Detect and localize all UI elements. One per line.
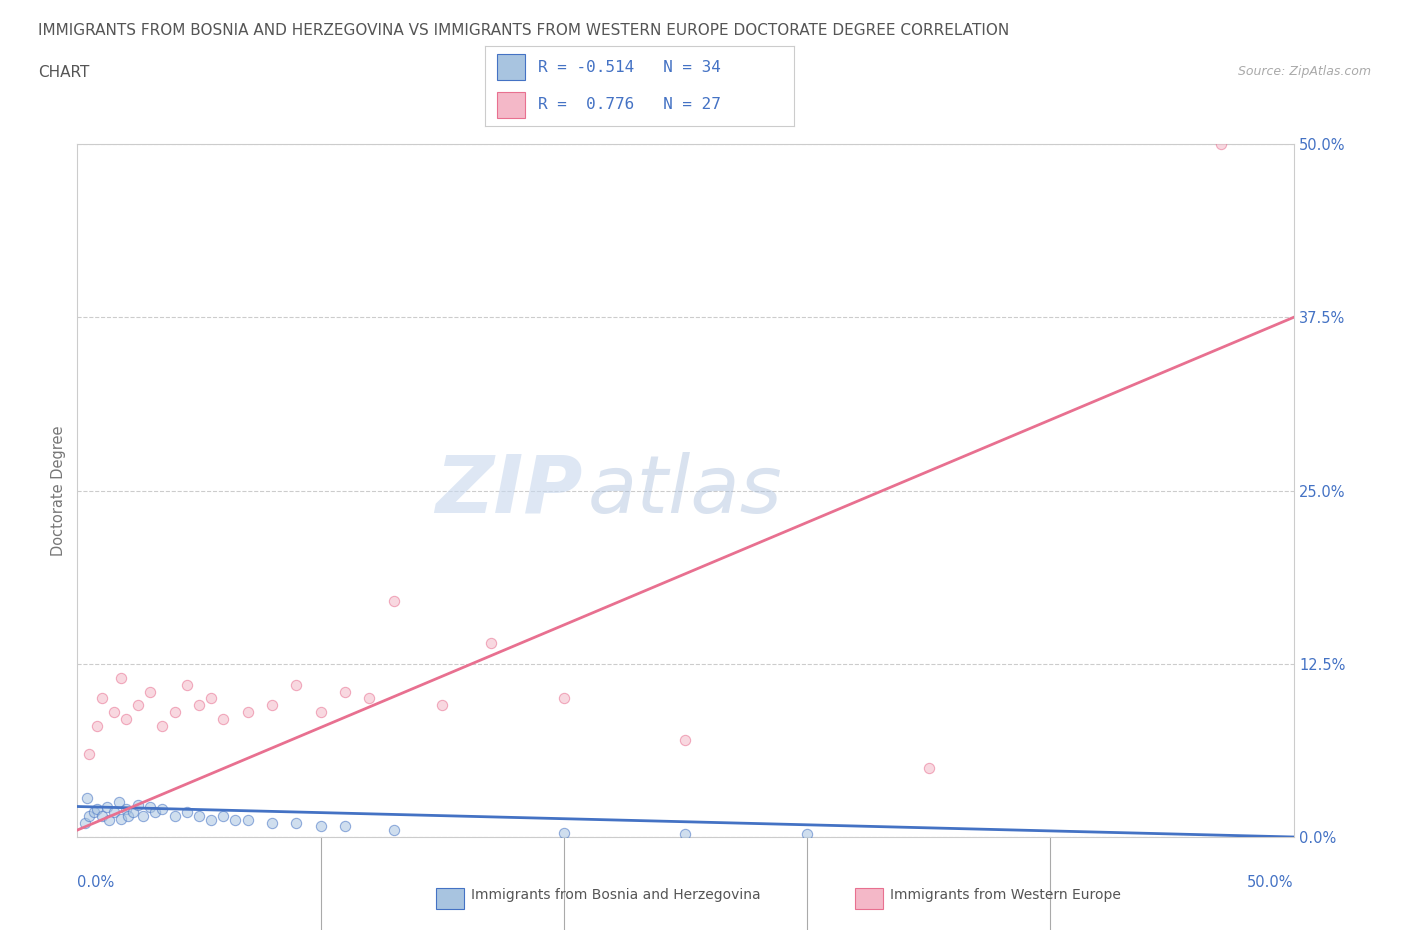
Point	[796, 827, 818, 842]
Point	[97, 813, 120, 828]
Point	[110, 812, 132, 827]
Point	[132, 809, 155, 824]
Y-axis label: Doctorate Degree: Doctorate Degree	[51, 425, 66, 556]
Point	[163, 705, 186, 720]
Point	[103, 804, 125, 819]
Point	[79, 809, 101, 824]
Point	[553, 691, 575, 706]
Point	[188, 698, 211, 712]
Point	[76, 790, 98, 805]
Point	[285, 677, 308, 692]
Point	[1209, 137, 1232, 152]
Point	[73, 816, 96, 830]
Text: Source: ZipAtlas.com: Source: ZipAtlas.com	[1237, 65, 1371, 78]
Point	[107, 795, 129, 810]
Point	[212, 711, 235, 726]
Point	[86, 719, 108, 734]
Text: 50.0%: 50.0%	[1247, 875, 1294, 890]
Text: IMMIGRANTS FROM BOSNIA AND HERZEGOVINA VS IMMIGRANTS FROM WESTERN EUROPE DOCTORA: IMMIGRANTS FROM BOSNIA AND HERZEGOVINA V…	[38, 23, 1010, 38]
Point	[236, 705, 259, 720]
Point	[309, 818, 332, 833]
Point	[79, 747, 101, 762]
Point	[333, 818, 356, 833]
Point	[333, 684, 356, 699]
FancyBboxPatch shape	[498, 92, 526, 118]
Point	[188, 809, 211, 824]
Point	[224, 813, 246, 828]
Point	[309, 705, 332, 720]
Point	[139, 799, 162, 814]
Point	[152, 802, 174, 817]
Text: atlas: atlas	[588, 452, 783, 529]
Text: ZIP: ZIP	[434, 452, 582, 529]
Point	[675, 827, 697, 842]
Point	[86, 802, 108, 817]
FancyBboxPatch shape	[498, 54, 526, 80]
Point	[260, 698, 283, 712]
Point	[122, 804, 145, 819]
Point	[139, 684, 162, 699]
Point	[200, 691, 222, 706]
Text: CHART: CHART	[38, 65, 90, 80]
Point	[90, 809, 112, 824]
Point	[115, 711, 138, 726]
Point	[359, 691, 381, 706]
Point	[143, 804, 166, 819]
Point	[103, 705, 125, 720]
Point	[110, 671, 132, 685]
Point	[553, 826, 575, 841]
Point	[236, 813, 259, 828]
Text: R =  0.776   N = 27: R = 0.776 N = 27	[537, 98, 720, 113]
Point	[200, 813, 222, 828]
Point	[163, 809, 186, 824]
Point	[382, 594, 405, 609]
Point	[96, 799, 118, 814]
Point	[90, 691, 112, 706]
Point	[83, 804, 105, 819]
Point	[115, 802, 138, 817]
Point	[176, 677, 198, 692]
Point	[117, 809, 139, 824]
Point	[285, 816, 308, 830]
Point	[918, 761, 941, 776]
Point	[432, 698, 454, 712]
Point	[382, 823, 405, 838]
Point	[212, 809, 235, 824]
Point	[127, 698, 149, 712]
Point	[127, 798, 149, 813]
Text: Immigrants from Bosnia and Herzegovina: Immigrants from Bosnia and Herzegovina	[471, 887, 761, 902]
Text: Immigrants from Western Europe: Immigrants from Western Europe	[890, 887, 1121, 902]
Point	[260, 816, 283, 830]
Point	[152, 719, 174, 734]
Text: R = -0.514   N = 34: R = -0.514 N = 34	[537, 60, 720, 74]
Point	[176, 804, 198, 819]
Point	[675, 733, 697, 748]
Point	[479, 635, 502, 650]
Text: 0.0%: 0.0%	[77, 875, 114, 890]
